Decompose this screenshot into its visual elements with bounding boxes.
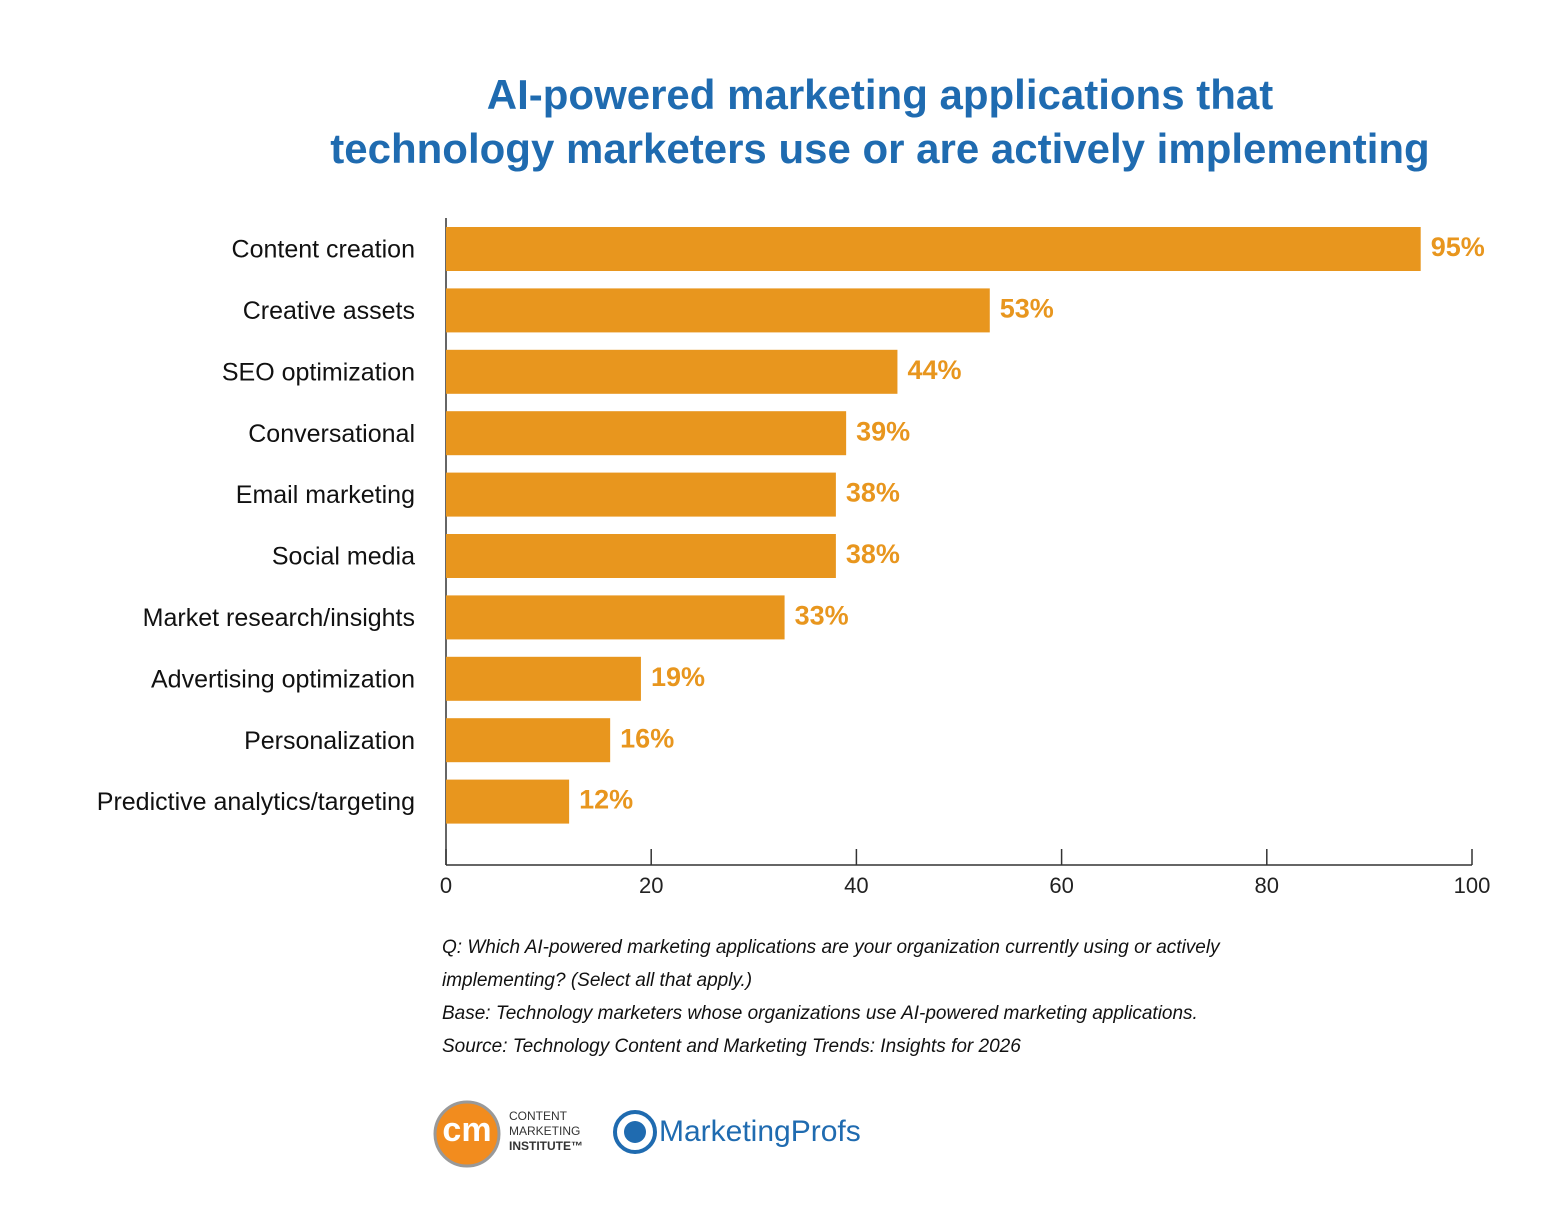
y-tick-label: Market research/insights — [143, 604, 415, 632]
value-label: 19% — [651, 662, 705, 692]
value-label: 33% — [795, 601, 849, 631]
y-tick-label: SEO optimization — [222, 358, 415, 386]
value-label: 95% — [1431, 232, 1485, 262]
logo-circle — [433, 1100, 501, 1168]
x-tick-label: 60 — [1049, 873, 1073, 898]
value-label: 53% — [1000, 294, 1054, 324]
cmi-logo: cm CONTENT MARKETING INSTITUTE™ — [433, 1100, 583, 1168]
chart-title: technology marketers use or are actively… — [330, 125, 1429, 172]
bar — [446, 595, 785, 640]
footnote: Base: Technology marketers whose organiz… — [442, 1003, 1198, 1024]
x-tick-label: 100 — [1454, 873, 1491, 898]
y-tick-label: Advertising optimization — [151, 665, 415, 693]
logo-mark: cm — [442, 1111, 491, 1149]
x-tick-label: 80 — [1255, 873, 1279, 898]
y-tick-label: Conversational — [248, 420, 415, 448]
value-label: 38% — [846, 478, 900, 508]
bar — [446, 411, 847, 456]
bar — [446, 534, 836, 578]
bar — [446, 779, 570, 824]
x-tick-label: 0 — [440, 873, 452, 898]
value-label: 44% — [907, 355, 961, 385]
y-tick-label: Creative assets — [243, 297, 415, 325]
bar — [446, 227, 1421, 271]
x-tick-label: 20 — [639, 873, 663, 898]
bar — [446, 472, 836, 517]
logo-bird — [624, 1121, 646, 1143]
footnote: implementing? (Select all that apply.) — [442, 970, 752, 991]
value-label: 38% — [846, 539, 900, 569]
bar — [446, 288, 990, 333]
value-label: 39% — [856, 416, 910, 446]
value-label: 16% — [620, 723, 674, 753]
y-tick-label: Social media — [272, 543, 415, 571]
value-label: 12% — [579, 785, 633, 815]
logo-text: MARKETING — [509, 1124, 580, 1138]
bar — [446, 718, 611, 763]
logo-text: MarketingProfs — [659, 1115, 861, 1148]
y-tick-label: Predictive analytics/targeting — [97, 788, 415, 816]
chart-title: AI-powered marketing applications that — [487, 71, 1273, 118]
x-tick-label: 40 — [844, 873, 868, 898]
y-tick-label: Personalization — [244, 727, 415, 755]
logo-text: INSTITUTE™ — [509, 1139, 583, 1153]
y-tick-label: Email marketing — [236, 481, 415, 509]
bar — [446, 349, 898, 394]
y-tick-label: Content creation — [232, 236, 415, 264]
logo-text: CONTENT — [509, 1109, 568, 1123]
footnote: Source: Technology Content and Marketing… — [442, 1036, 1021, 1057]
bar — [446, 656, 641, 701]
mprofs-logo: MarketingProfs — [613, 1110, 861, 1154]
footnote: Q: Which AI-powered marketing applicatio… — [442, 937, 1221, 958]
